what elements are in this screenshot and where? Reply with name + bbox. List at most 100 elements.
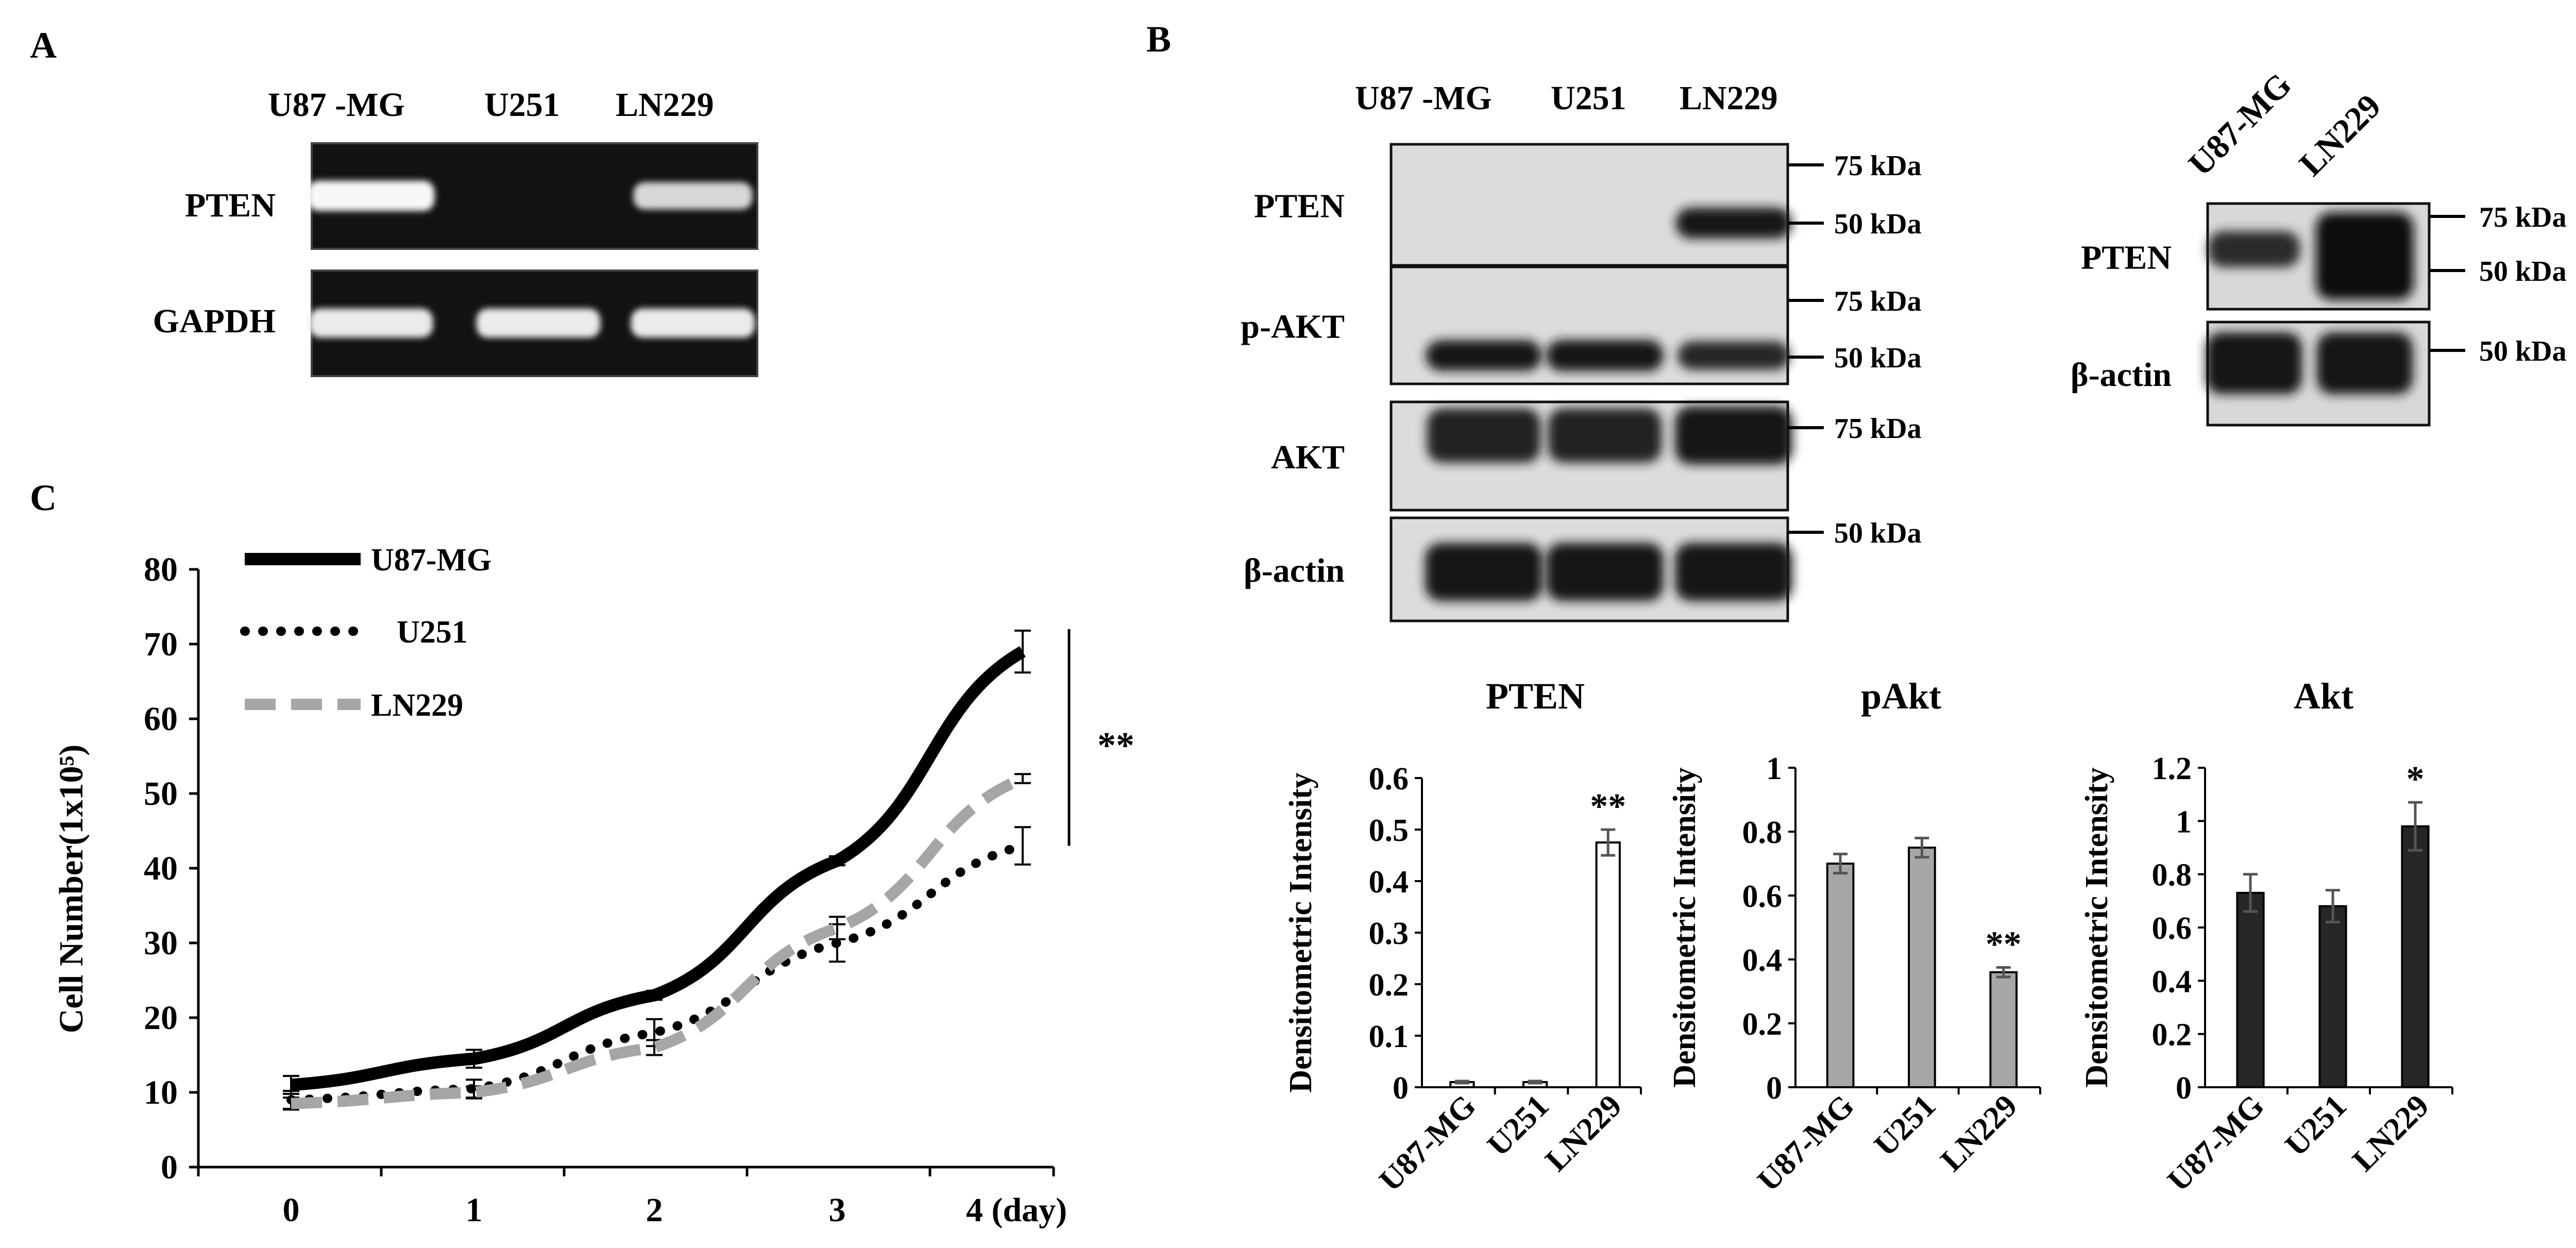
bar: [2401, 825, 2430, 1088]
bar-chart-title: pAkt: [1861, 676, 1941, 717]
gel-band: [476, 308, 601, 338]
bar: [1908, 847, 1936, 1088]
side-blot-band: [2316, 212, 2414, 300]
y-tick-label: 30: [144, 924, 178, 962]
blot-row-label: p-AKT: [1241, 308, 1345, 346]
bar-y-tick-label: 0.6: [1742, 879, 1783, 914]
blot-strip: [1389, 143, 1789, 267]
side-blot-lane-label: LN229: [2292, 87, 2388, 183]
blot-row-label: AKT: [1271, 439, 1345, 476]
bar-y-tick-label: 0.4: [1742, 943, 1783, 978]
x-tick-label: 1: [466, 1191, 483, 1229]
x-tick-label: 4 (day): [966, 1191, 1067, 1229]
marker-label: 50 kDa: [1834, 517, 1922, 549]
bar-y-tick-label: 1.2: [2152, 751, 2192, 786]
bar-chart-title: PTEN: [1486, 676, 1585, 717]
bar: [1595, 841, 1621, 1088]
x-tick-label: 0: [283, 1191, 300, 1229]
gel-a-lane-label-2: U251: [484, 86, 560, 124]
marker-label: 50 kDa: [2479, 335, 2567, 367]
blot-row-label: PTEN: [1254, 188, 1345, 225]
bar-y-tick-label: 0.4: [2152, 964, 2192, 999]
side-blot-row-label: β-actin: [2071, 356, 2172, 394]
marker-label: 75 kDa: [1834, 413, 1922, 445]
bar-y-tick-label: 0.6: [1369, 762, 1409, 797]
marker-label: 50 kDa: [2479, 256, 2567, 288]
bar-y-tick-label: 0.3: [1369, 916, 1409, 951]
panel-c-letter: C: [30, 477, 57, 518]
side-blot-band: [2206, 332, 2302, 394]
bar: [1989, 971, 2018, 1089]
growth-line-chart: 0 10 20 30 40 50 60 70 80 0 1 2 3 4 (day) Cell Number(…: [53, 543, 1134, 1229]
y-axis-label: Cell Number(1x10⁵): [53, 745, 90, 1034]
bar-y-tick-label: 0.2: [2152, 1018, 2192, 1053]
blot-band: [1546, 340, 1664, 372]
bar-y-tick-label: 0.5: [1369, 813, 1409, 848]
blot-b-lane-label-1: U87 -MG: [1355, 79, 1492, 117]
bar-y-axis-label: Densitometric Intensity: [1667, 767, 1702, 1088]
bar-significance: **: [1986, 925, 2022, 965]
blot-row-label: β-actin: [1244, 552, 1345, 589]
gel-a-row-label-gapdh: GAPDH: [153, 302, 276, 340]
gel-a-lane-label-3: LN229: [616, 86, 714, 124]
bar: [2318, 905, 2347, 1088]
gel-a-lane-label-1: U87 -MG: [268, 86, 405, 124]
bar-y-tick-label: 0.8: [1742, 815, 1783, 850]
bar: [1826, 863, 1855, 1088]
blot-b-lane-label-2: U251: [1551, 79, 1626, 117]
bar-category-label: U251: [2278, 1088, 2353, 1163]
series-line-u251: [286, 841, 1027, 1105]
y-tick-label: 40: [144, 850, 178, 887]
marker-label: 50 kDa: [1834, 342, 1922, 374]
side-blot-lane-label: U87-MG: [2181, 66, 2299, 183]
x-tick-label: 3: [829, 1191, 846, 1229]
bar-y-axis-label: Densitometric Intensity: [2079, 767, 2114, 1088]
side-blot-band: [2208, 231, 2300, 267]
bar: [2236, 891, 2265, 1089]
bar-category-label: U251: [1868, 1088, 1943, 1163]
gel-a-row-label-pten: PTEN: [185, 187, 276, 224]
panel-b-letter: B: [1146, 19, 1171, 60]
bar-y-tick-label: 0.6: [2152, 911, 2192, 946]
bar-y-tick-label: 0: [1393, 1071, 1409, 1106]
gel-band: [307, 180, 435, 211]
marker-label: 50 kDa: [1834, 208, 1922, 240]
marker-label: 75 kDa: [2479, 201, 2567, 233]
blot-band: [1427, 408, 1541, 463]
gel-a-gapdh-bands: [309, 308, 755, 338]
marker-label: 75 kDa: [1834, 285, 1922, 317]
pakt-bar-chart: pAkt Densitometric Intensity 0 0.2 0.4 0.6 0.8…: [1667, 676, 2041, 1198]
y-tick-label: 60: [144, 700, 178, 738]
blot-b-lane-label-3: LN229: [1680, 79, 1778, 117]
bar-category-label: U87-MG: [1372, 1088, 1483, 1199]
bar-category-label: LN229: [1538, 1088, 1629, 1178]
blot-band: [1546, 543, 1664, 601]
bar-category-label: LN229: [1934, 1088, 2024, 1178]
bar-y-axis-label: Densitometric Intensity: [1283, 772, 1318, 1093]
x-tick-label: 2: [646, 1191, 663, 1229]
bar-y-tick-label: 0.2: [1742, 1007, 1783, 1042]
panel-b: B U87 -MG U251 LN229 PTEN 75 kDa 50 kDa p-A…: [1146, 19, 2567, 622]
bar-y-tick-label: 0.8: [2152, 858, 2192, 893]
series-line-u87-mg: [291, 646, 1026, 1091]
side-blot-band: [2316, 332, 2413, 394]
bar-y-tick-label: 1: [1766, 751, 1782, 786]
y-tick-label: 80: [144, 551, 178, 588]
gel-band: [631, 308, 755, 338]
y-tick-label: 10: [144, 1074, 178, 1111]
panel-c: C 0 10 20 30 40 50 60 70 80 0 1 2 3 4 (day) Cell Numbe…: [30, 477, 1134, 1229]
western-blot-main: PTEN 75 kDa 50 kDa p-AKT 75 kDa 50 kDa AKT 75 k…: [1241, 143, 1922, 622]
bar-y-tick-label: 0.1: [1369, 1019, 1409, 1054]
akt-bar-chart: Akt Densitometric Intensity 0 0.2 0.4 0.6 0.8 1…: [2079, 676, 2453, 1198]
bar-category-label: LN229: [2346, 1088, 2436, 1178]
legend-label: U87-MG: [371, 543, 492, 578]
bar-y-tick-label: 1: [2176, 804, 2192, 839]
pten-bar-chart: PTEN Densitometric Intensity 0 0.1 0.2 0.3 0.4…: [1283, 676, 1642, 1199]
blot-band: [1675, 543, 1792, 601]
bar-significance: *: [2406, 760, 2425, 799]
blot-band: [1675, 406, 1792, 465]
y-tick-label: 70: [144, 626, 178, 663]
bar-significance: **: [1590, 787, 1626, 827]
blot-band: [1426, 340, 1542, 371]
